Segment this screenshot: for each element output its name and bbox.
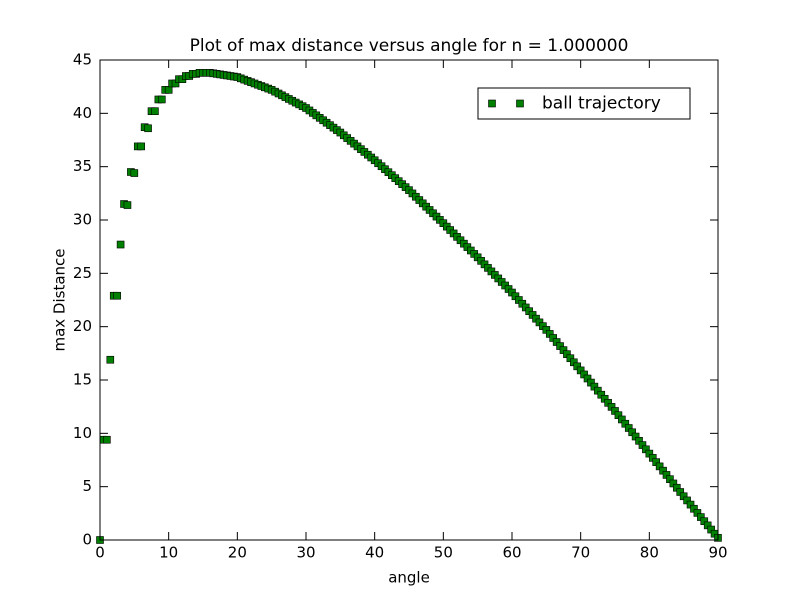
x-tick-label: 60	[502, 544, 521, 562]
data-point	[106, 355, 115, 364]
y-tick-label: 15	[73, 371, 92, 389]
plot-frame	[99, 59, 719, 541]
y-tick-label: 40	[73, 104, 92, 122]
x-tick-label: 40	[365, 544, 384, 562]
data-point	[164, 86, 173, 94]
data-point	[158, 95, 166, 104]
y-axis-label: max Distance	[51, 248, 69, 351]
data-point	[137, 142, 145, 151]
x-tick-label: 0	[95, 544, 105, 562]
legend-label: ball trajectory	[542, 94, 661, 114]
x-tick-label: 70	[571, 544, 590, 562]
data-point	[130, 169, 139, 177]
data-point	[151, 107, 159, 115]
chart-title: Plot of max distance versus angle for n …	[190, 36, 629, 56]
legend-box	[477, 87, 691, 120]
data-point	[113, 291, 121, 300]
y-tick-label: 20	[73, 317, 92, 335]
x-tick-label: 30	[296, 544, 315, 562]
data-point	[116, 240, 125, 249]
data-point	[144, 124, 152, 133]
data-point	[123, 201, 132, 209]
legend-marker	[516, 99, 524, 108]
x-tick-label: 50	[434, 544, 453, 562]
y-tick-label: 10	[73, 424, 92, 442]
legend-marker	[488, 99, 496, 108]
x-tick-label: 10	[159, 544, 178, 562]
y-tick-label: 25	[73, 264, 92, 282]
x-tick-label: 20	[228, 544, 247, 562]
x-tick-label: 80	[640, 544, 659, 562]
x-axis-label: angle	[388, 569, 430, 587]
data-point	[103, 435, 111, 444]
y-tick-label: 35	[73, 157, 92, 175]
y-tick-label: 30	[73, 211, 92, 229]
y-tick-label: 45	[73, 51, 92, 69]
y-tick-label: 0	[82, 531, 92, 549]
y-tick-label: 5	[82, 477, 92, 495]
x-tick-label: 90	[708, 544, 727, 562]
